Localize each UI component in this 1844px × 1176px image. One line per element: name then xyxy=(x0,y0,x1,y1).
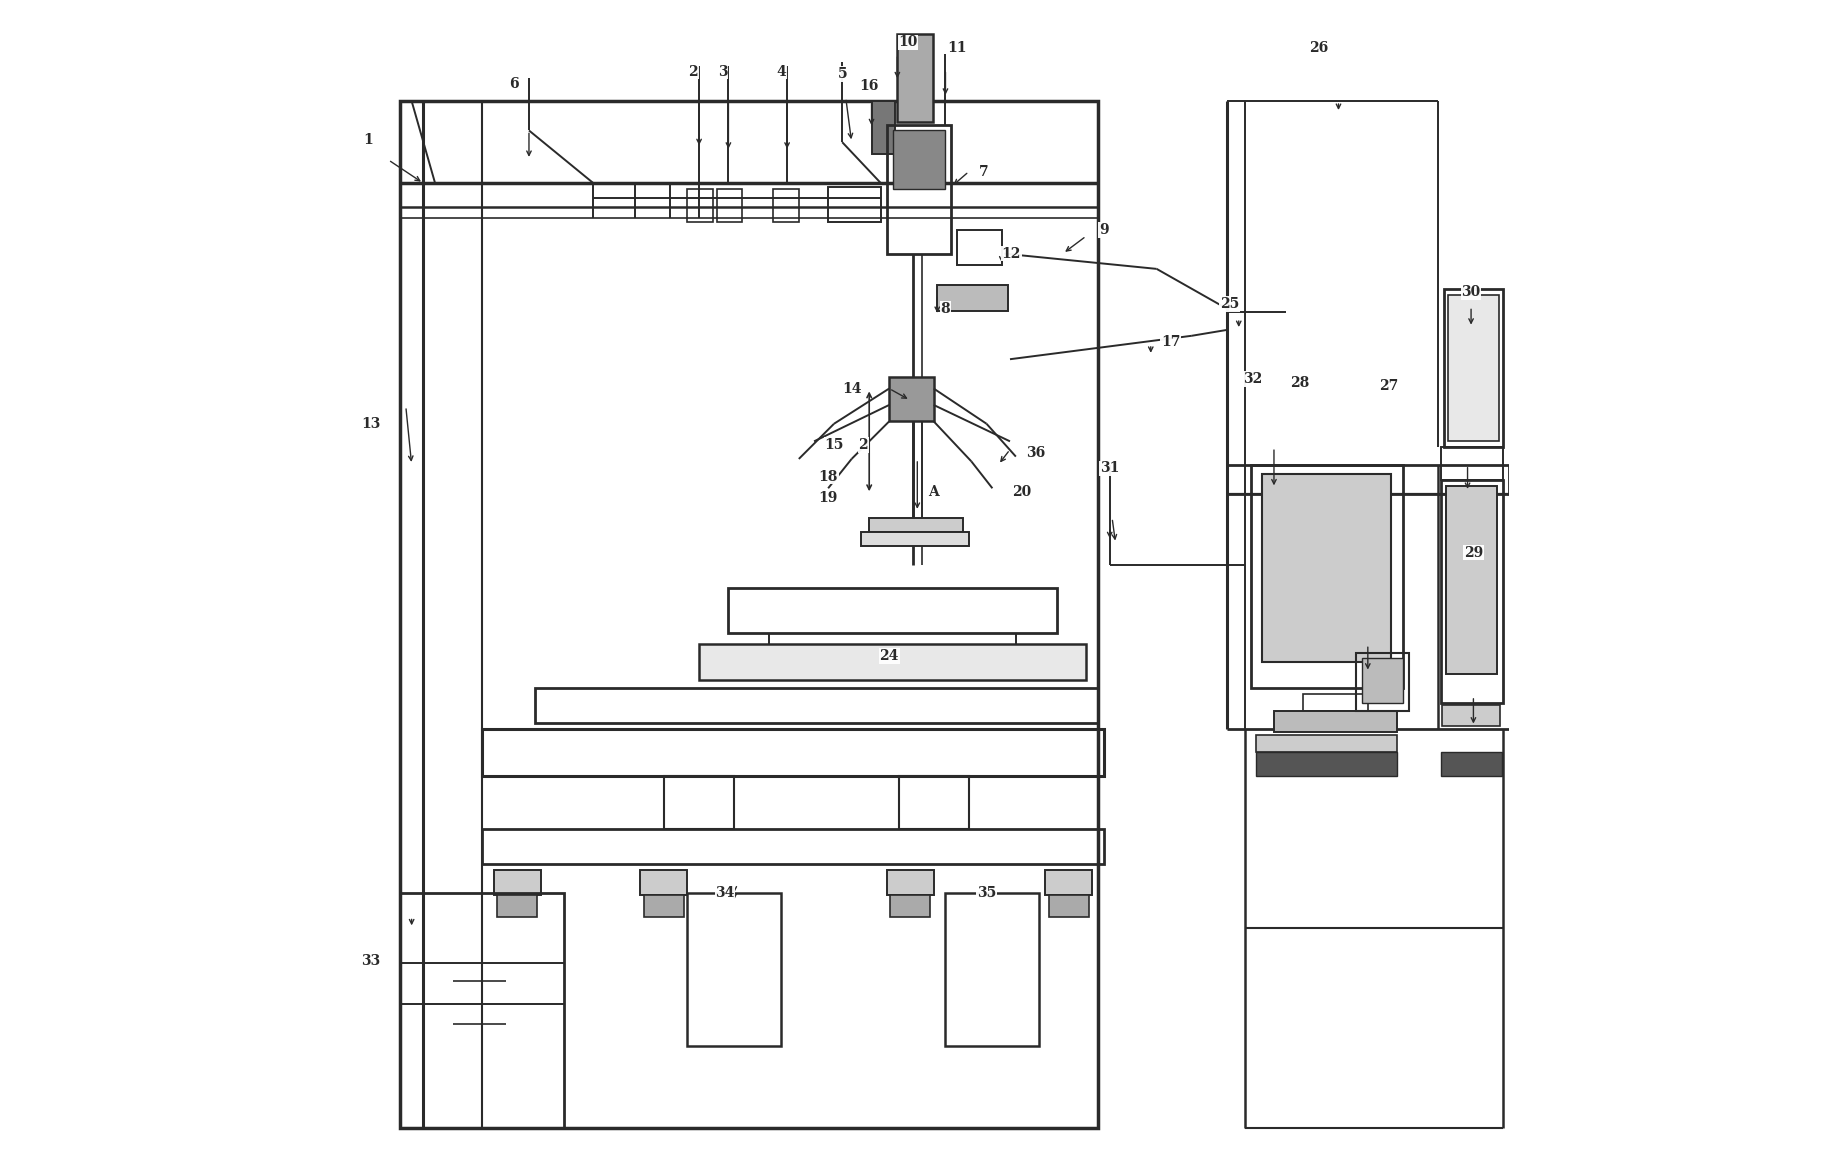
Text: 19: 19 xyxy=(819,490,837,505)
Bar xyxy=(481,829,1105,863)
Bar xyxy=(1442,706,1501,727)
Text: 15: 15 xyxy=(824,437,845,452)
Text: 4: 4 xyxy=(776,65,786,79)
Bar xyxy=(717,189,743,222)
Bar xyxy=(937,286,1007,312)
Text: A: A xyxy=(928,485,939,499)
Bar xyxy=(640,869,688,895)
Text: 16: 16 xyxy=(859,79,880,93)
Text: 14: 14 xyxy=(843,381,861,395)
Bar xyxy=(1256,735,1398,753)
Text: 32: 32 xyxy=(1243,372,1263,386)
Bar xyxy=(1049,895,1088,916)
Bar xyxy=(1046,869,1092,895)
Bar xyxy=(872,101,894,154)
Text: 29: 29 xyxy=(1464,546,1483,560)
Bar xyxy=(494,869,540,895)
Bar xyxy=(400,101,1097,1128)
Bar xyxy=(887,869,933,895)
Text: 28: 28 xyxy=(1291,375,1309,389)
Bar xyxy=(869,517,963,532)
Text: 2: 2 xyxy=(688,65,699,79)
Bar xyxy=(898,776,968,829)
Text: 30: 30 xyxy=(1462,286,1481,300)
Bar xyxy=(664,776,734,829)
Bar xyxy=(1440,447,1503,480)
Bar xyxy=(535,688,1097,723)
Bar xyxy=(1256,753,1398,776)
Text: 27: 27 xyxy=(1379,379,1398,393)
Bar xyxy=(1363,659,1403,703)
Bar xyxy=(828,187,881,222)
Text: 1: 1 xyxy=(363,133,372,147)
Text: 34: 34 xyxy=(715,886,734,900)
Text: 33: 33 xyxy=(361,954,380,968)
Bar xyxy=(957,230,1001,266)
Text: 6: 6 xyxy=(509,76,518,91)
Bar xyxy=(688,189,714,222)
Bar xyxy=(891,895,929,916)
Text: 20: 20 xyxy=(1012,485,1031,499)
Bar xyxy=(481,729,1105,776)
Text: 17: 17 xyxy=(1162,335,1180,348)
Bar xyxy=(1226,465,1508,494)
Text: 12: 12 xyxy=(1001,247,1022,261)
Bar xyxy=(728,588,1057,633)
Bar xyxy=(773,189,798,222)
Text: 26: 26 xyxy=(1309,41,1328,55)
Bar xyxy=(889,376,933,421)
Text: 18: 18 xyxy=(819,469,837,483)
Bar xyxy=(946,893,1040,1045)
Text: 8: 8 xyxy=(940,302,950,316)
Bar xyxy=(1304,694,1368,711)
Text: 7: 7 xyxy=(979,165,988,179)
Bar xyxy=(1274,711,1398,733)
Bar xyxy=(892,131,946,189)
Text: 25: 25 xyxy=(1219,298,1239,312)
Bar xyxy=(498,895,537,916)
Bar xyxy=(644,895,684,916)
Bar xyxy=(887,125,952,254)
Text: 13: 13 xyxy=(361,416,380,430)
Text: 35: 35 xyxy=(977,886,996,900)
Text: 2: 2 xyxy=(859,437,869,452)
Bar xyxy=(1250,465,1403,688)
Bar xyxy=(1448,295,1499,441)
Bar xyxy=(1355,653,1409,711)
Bar xyxy=(699,644,1086,680)
Text: 31: 31 xyxy=(1101,461,1119,475)
Text: 5: 5 xyxy=(837,67,846,81)
Text: 36: 36 xyxy=(1025,446,1046,460)
Bar xyxy=(1440,480,1503,703)
Bar xyxy=(1440,753,1501,776)
Text: 11: 11 xyxy=(948,41,966,55)
Bar xyxy=(898,34,933,122)
Bar xyxy=(1446,486,1497,674)
Bar xyxy=(1444,289,1503,447)
Text: 3: 3 xyxy=(717,65,727,79)
Text: 10: 10 xyxy=(898,35,918,49)
Text: 24: 24 xyxy=(880,649,898,663)
Bar xyxy=(1263,474,1390,662)
Bar xyxy=(861,532,968,546)
Text: 9: 9 xyxy=(1099,223,1108,238)
Bar xyxy=(400,893,564,1128)
Bar xyxy=(688,893,782,1045)
